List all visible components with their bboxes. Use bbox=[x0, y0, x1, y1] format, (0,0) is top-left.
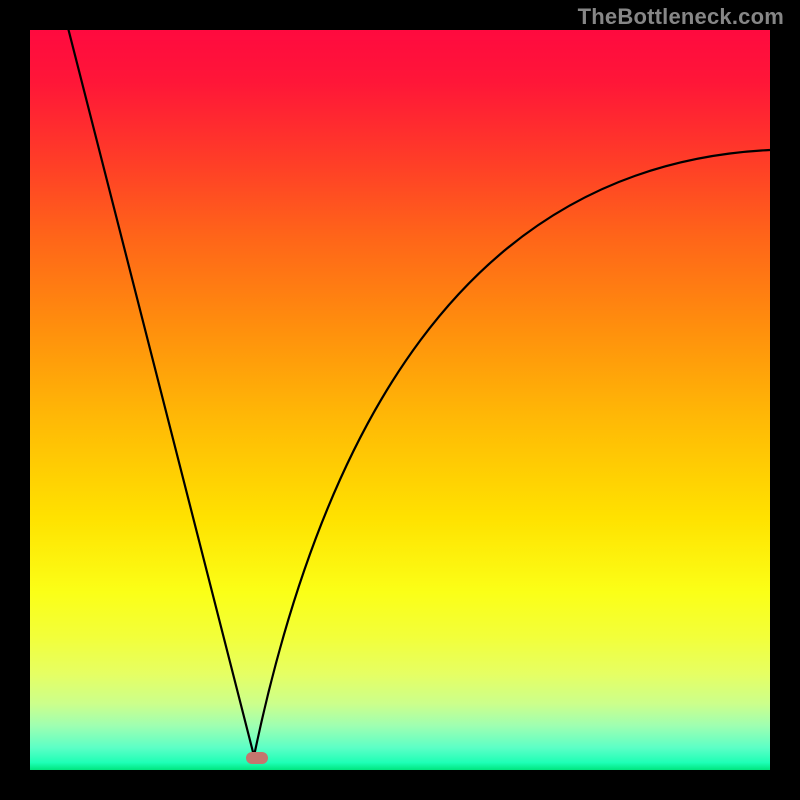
gradient-background bbox=[30, 30, 770, 770]
chart-frame: TheBottleneck.com bbox=[0, 0, 800, 800]
watermark-text: TheBottleneck.com bbox=[578, 4, 784, 30]
plot-svg bbox=[0, 0, 800, 800]
optimum-marker bbox=[246, 752, 268, 764]
